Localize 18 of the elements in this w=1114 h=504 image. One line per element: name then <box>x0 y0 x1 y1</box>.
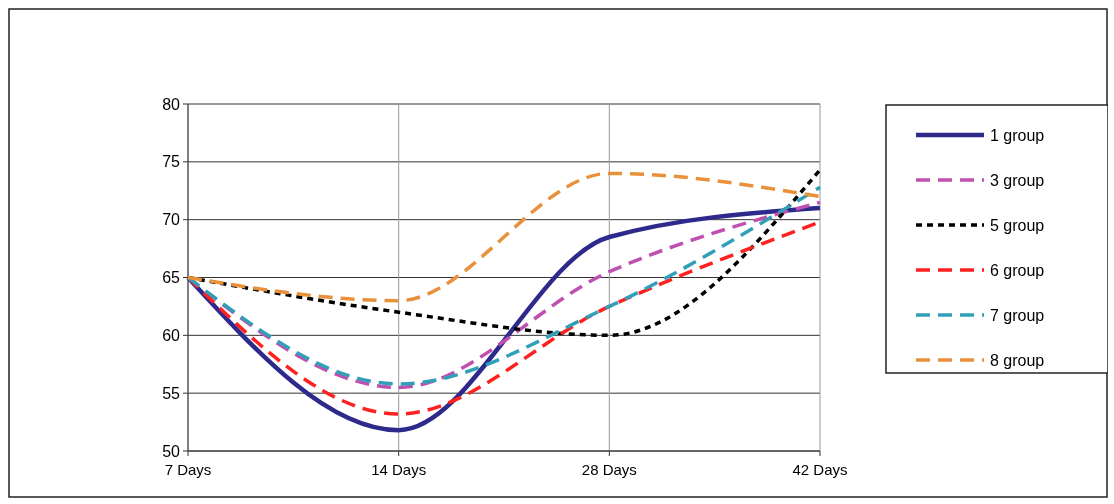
y-tick-label: 75 <box>162 153 181 171</box>
y-tick-label: 50 <box>162 442 181 460</box>
x-tick-label: 28 Days <box>581 461 637 478</box>
x-tick-label: 14 Days <box>371 461 427 478</box>
legend-label: 7 group <box>990 306 1045 324</box>
legend-label: 5 group <box>990 216 1045 234</box>
x-tick-label: 42 Days <box>792 461 848 478</box>
legend-label: 6 group <box>990 261 1045 279</box>
y-tick-label: 65 <box>162 269 181 287</box>
y-tick-label: 60 <box>162 326 181 344</box>
y-tick-label: 80 <box>162 95 181 113</box>
y-tick-label: 55 <box>162 384 181 402</box>
y-tick-label: 70 <box>162 211 181 229</box>
legend-label: 8 group <box>990 351 1045 369</box>
legend-label: 1 group <box>990 126 1045 144</box>
legend-label: 3 group <box>990 171 1045 189</box>
line-series <box>186 171 822 303</box>
x-tick-label: 7 Days <box>164 461 212 478</box>
